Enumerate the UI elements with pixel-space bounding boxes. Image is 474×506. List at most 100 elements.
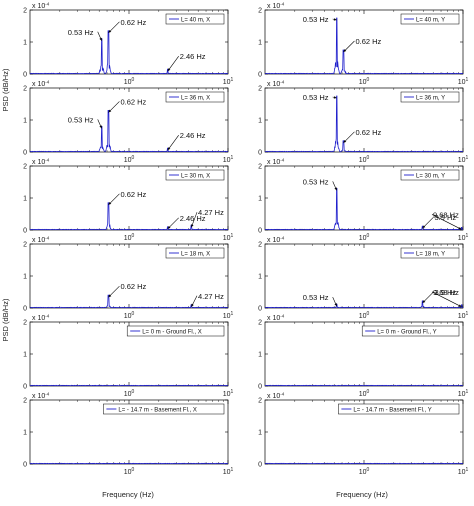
peak-annotation: 0.62 Hz <box>120 282 146 291</box>
annotation-arrowhead <box>422 300 426 303</box>
legend-box <box>165 13 225 25</box>
y-tick-label: 0 <box>258 384 262 391</box>
x-tick-label: 100 <box>359 467 370 476</box>
legend-label: L= 18 m, X <box>181 251 210 257</box>
annotation-arrowhead <box>108 201 112 205</box>
x-tick-label: 101 <box>223 311 234 320</box>
legend-box <box>165 169 225 181</box>
exponent-label: x 10-4 <box>267 2 285 11</box>
y-tick-label: 0 <box>258 462 262 469</box>
y-tick-label: 2 <box>258 8 262 15</box>
x-tick-label: 100 <box>124 389 135 398</box>
peak-annotation: 0.62 Hz <box>120 190 146 199</box>
chart-panel: 0 1 2 x 10-4 100 101 L= 0 m - Ground Fl., X <box>23 314 233 399</box>
psd-series-line <box>264 188 464 231</box>
peak-annotation: 4.27 Hz <box>198 208 224 217</box>
y-tick-label: 1 <box>23 40 27 47</box>
y-tick-label: 0 <box>23 462 27 469</box>
legend-label: L= 40 m, X <box>181 17 210 23</box>
x-tick-label: 101 <box>223 77 234 86</box>
x-tick-label: 101 <box>458 467 469 476</box>
annotation-arrowhead <box>458 227 462 230</box>
y-tick-label: 0 <box>23 384 27 391</box>
psd-series-line <box>29 202 229 231</box>
chart-panel: 0 1 2 x 10-4 100 101 L= 18 m, Y 0.53 Hz 3.9 Hz9.… <box>258 236 468 321</box>
chart-panel: 0 1 2 x 10-4 100 101 L= - 14.7 m - Basement Fl… <box>23 392 233 477</box>
y-tick-label: 0 <box>258 72 262 79</box>
y-axis-label: PSD (dB/Hz) <box>1 68 10 111</box>
legend-label: L= 36 m, Y <box>416 95 445 101</box>
y-tick-label: 1 <box>258 40 262 47</box>
annotation-arrowhead <box>333 96 337 99</box>
y-tick-label: 2 <box>23 164 27 171</box>
psd-series-line <box>264 95 464 153</box>
legend-box <box>400 13 460 25</box>
exponent-label: x 10-4 <box>32 158 50 167</box>
psd-series-line <box>29 30 229 75</box>
y-tick-label: 1 <box>258 196 262 203</box>
x-tick-label: 100 <box>359 77 370 86</box>
psd-series-line <box>29 294 229 309</box>
annotation-arrowhead <box>108 29 112 33</box>
exponent-label: x 10-4 <box>32 2 50 11</box>
peak-annotation: 0.53 Hz <box>68 28 94 37</box>
annotation-arrowhead <box>99 125 102 129</box>
chart-panel: 0 1 2 x 10-4 100 101 L= 36 m, X 0.53 Hz 0.62 Hz 2… <box>23 80 233 165</box>
exponent-label: x 10-4 <box>32 314 50 323</box>
annotation-arrowhead <box>191 224 194 228</box>
y-tick-label: 2 <box>23 8 27 15</box>
legend-box <box>400 91 460 103</box>
y-tick-label: 2 <box>23 242 27 249</box>
legend-label: L= 18 m, Y <box>416 251 445 257</box>
y-tick-label: 0 <box>258 228 262 235</box>
chart-panel: 0 1 2 x 10-4 100 101 L= 0 m - Ground Fl., Y <box>258 314 468 399</box>
x-tick-label: 100 <box>124 311 135 320</box>
x-tick-label: 100 <box>124 233 135 242</box>
psd-series-line <box>264 300 464 309</box>
peak-annotation: 3.9 Hz <box>435 213 457 222</box>
y-tick-label: 1 <box>258 430 262 437</box>
annotation-arrowhead <box>108 294 112 298</box>
annotation-arrow <box>431 214 462 230</box>
y-axis-label: PSD (dB/Hz) <box>1 298 10 341</box>
x-axis-label: Frequency (Hz) <box>336 490 388 499</box>
exponent-label: x 10-4 <box>32 80 50 89</box>
legend-box <box>361 325 460 337</box>
x-tick-label: 101 <box>458 155 469 164</box>
x-tick-label: 100 <box>359 155 370 164</box>
annotation-arrowhead <box>333 18 337 21</box>
chart-panel: 0 1 2 x 10-4 100 101 L= 30 m, X 0.62 Hz 2.46 Hz4… <box>23 158 233 243</box>
annotation-arrowhead <box>458 304 462 307</box>
legend-box <box>338 403 460 415</box>
x-tick-label: 100 <box>124 155 135 164</box>
peak-annotation: 0.62 Hz <box>120 18 146 27</box>
x-tick-label: 101 <box>458 77 469 86</box>
annotation-arrowhead <box>343 49 347 52</box>
chart-panel: 0 1 2 x 10-4 100 101 L= 40 m, Y 0.53 Hz 0.62 Hz <box>258 2 468 87</box>
legend-label: L= 40 m, Y <box>416 17 445 23</box>
legend-label: L= 30 m, Y <box>416 173 445 179</box>
legend-box <box>126 325 225 337</box>
y-tick-label: 1 <box>23 196 27 203</box>
y-tick-label: 1 <box>23 118 27 125</box>
exponent-label: x 10-4 <box>267 392 285 401</box>
peak-annotation: 3.9 Hz <box>435 288 457 297</box>
peak-annotation: 0.53 Hz <box>68 115 94 124</box>
peak-annotation: 9.68 Hz <box>433 288 459 297</box>
peak-annotation: 0.53 Hz <box>303 293 329 302</box>
x-axis-label: Frequency (Hz) <box>102 490 154 499</box>
y-tick-label: 2 <box>258 320 262 327</box>
x-tick-label: 100 <box>359 233 370 242</box>
y-tick-label: 0 <box>23 150 27 157</box>
y-tick-label: 0 <box>23 72 27 79</box>
chart-panel: 0 1 2 x 10-4 100 101 L= 40 m, X 0.53 Hz 0.62 Hz 2… <box>23 2 233 87</box>
legend-label: L= 0 m - Ground Fl., Y <box>377 329 436 335</box>
exponent-label: x 10-4 <box>267 80 285 89</box>
psd-series-line <box>264 17 464 75</box>
chart-panel: 0 1 2 x 10-4 100 101 L= 18 m, X 0.62 Hz 4.27 Hz <box>23 236 233 321</box>
peak-annotation: 0.62 Hz <box>120 97 146 106</box>
chart-panel: 0 1 2 x 10-4 100 101 L= 30 m, Y 0.53 Hz 3.9 Hz9.… <box>258 158 468 243</box>
legend-label: L= - 14.7 m - Basement Fl., Y <box>353 407 431 413</box>
x-tick-label: 100 <box>124 467 135 476</box>
